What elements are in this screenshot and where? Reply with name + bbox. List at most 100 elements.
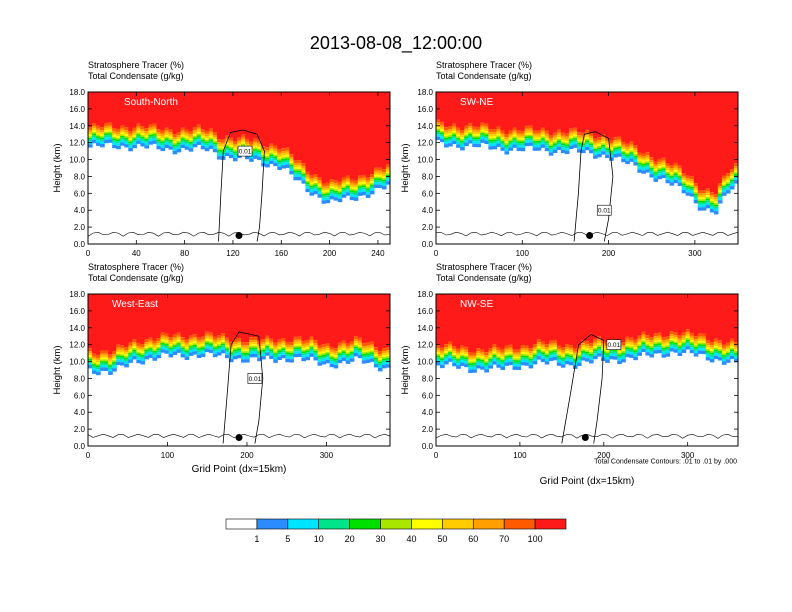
tracer-cell [309,187,315,190]
tracer-cell [584,351,590,354]
tracer-cell [249,158,254,162]
tracer-cell [560,356,566,358]
tracer-cell [128,141,133,144]
tracer-cell [236,354,242,359]
tracer-cell [476,129,481,133]
tracer-cell [621,356,626,360]
tracer-cell [305,180,311,183]
tracer-cell [172,345,178,347]
tracer-cell [464,351,469,355]
y-axis-label: Height (km) [52,345,63,394]
tracer-cell [657,332,663,336]
tracer-cell [152,134,158,136]
tracer-cell [552,141,558,144]
tracer-cell [132,344,137,347]
tracer-cell [321,192,327,195]
tracer-cell [641,167,646,171]
tracer-cell [516,137,522,140]
tracer-cell [333,194,339,198]
tracer-cell [136,357,141,360]
tracer-cell [637,294,642,336]
tracer-cell [689,349,695,354]
tracer-cell [273,359,278,363]
tracer-cell [104,139,109,144]
tracer-cell [253,340,258,343]
tracer-cell [496,352,502,355]
tracer-cell [540,356,546,359]
tracer-cell [385,173,390,175]
tracer-cell [301,346,307,349]
tracer-cell [705,345,711,348]
tracer-cell [232,153,238,156]
tracer-cell [444,356,449,359]
tracer-cell [448,133,453,136]
tracer-cell [160,349,166,353]
tracer-cell [104,130,109,132]
tracer-cell [92,135,97,138]
tracer-cell [216,349,222,353]
tracer-cell [196,131,202,134]
tracer-cell [180,342,186,345]
tracer-cell [576,137,582,140]
tracer-cell [329,186,335,188]
tracer-cell [200,339,206,342]
tracer-cell [152,137,158,141]
tracer-cell [337,198,343,203]
tracer-cell [560,92,566,133]
tracer-field: 0.01 [436,92,738,244]
tracer-cell [488,358,493,361]
tracer-cell [653,92,659,162]
tracer-cell [265,154,270,157]
tracer-cell [693,350,699,354]
tracer-cell [613,142,618,145]
tracer-cell [597,140,602,143]
tracer-cell [381,356,387,359]
tracer-cell [349,196,355,201]
tracer-cell [564,349,570,352]
tracer-cell [128,143,133,146]
tracer-cell [321,194,327,196]
tracer-cell [257,92,262,140]
tracer-cell [313,184,319,187]
contour-label: 0.01 [249,376,262,383]
tracer-cell [617,352,622,355]
tracer-cell [333,355,339,358]
tracer-cell [100,137,105,140]
tracer-cell [293,339,298,342]
tracer-cell [520,92,526,131]
tracer-cell [685,294,691,330]
tracer-cell [333,185,339,188]
tracer-cell [476,360,481,363]
tracer-cell [148,337,154,341]
tracer-cell [100,139,105,142]
tracer-cell [204,338,210,341]
tracer-cell [188,148,194,152]
tracer-cell [673,175,679,178]
tracer-cell [381,183,387,187]
tracer-cell [136,126,141,129]
tracer-cell [709,345,715,348]
tracer-cell [661,340,667,343]
tracer-cell [629,158,634,162]
tracer-cell [236,343,242,346]
x-tick-label: 200 [323,249,337,258]
tracer-cell [313,294,319,341]
tracer-cell [460,139,465,141]
tracer-cell [385,178,390,182]
tracer-cell [228,349,234,351]
tracer-cell [216,144,222,147]
tracer-cell [212,345,218,348]
tracer-cell [580,343,586,346]
tracer-cell [524,352,530,355]
tracer-cell [645,157,651,160]
tracer-cell [241,354,246,357]
tracer-cell [365,342,371,346]
tracer-cell [637,352,642,356]
tracer-cell [373,294,379,348]
tracer-cell [160,92,166,131]
tracer-cell [236,341,242,344]
tracer-cell [633,356,638,361]
tracer-cell [613,146,618,148]
tracer-cell [228,350,234,353]
tracer-cell [689,343,695,346]
